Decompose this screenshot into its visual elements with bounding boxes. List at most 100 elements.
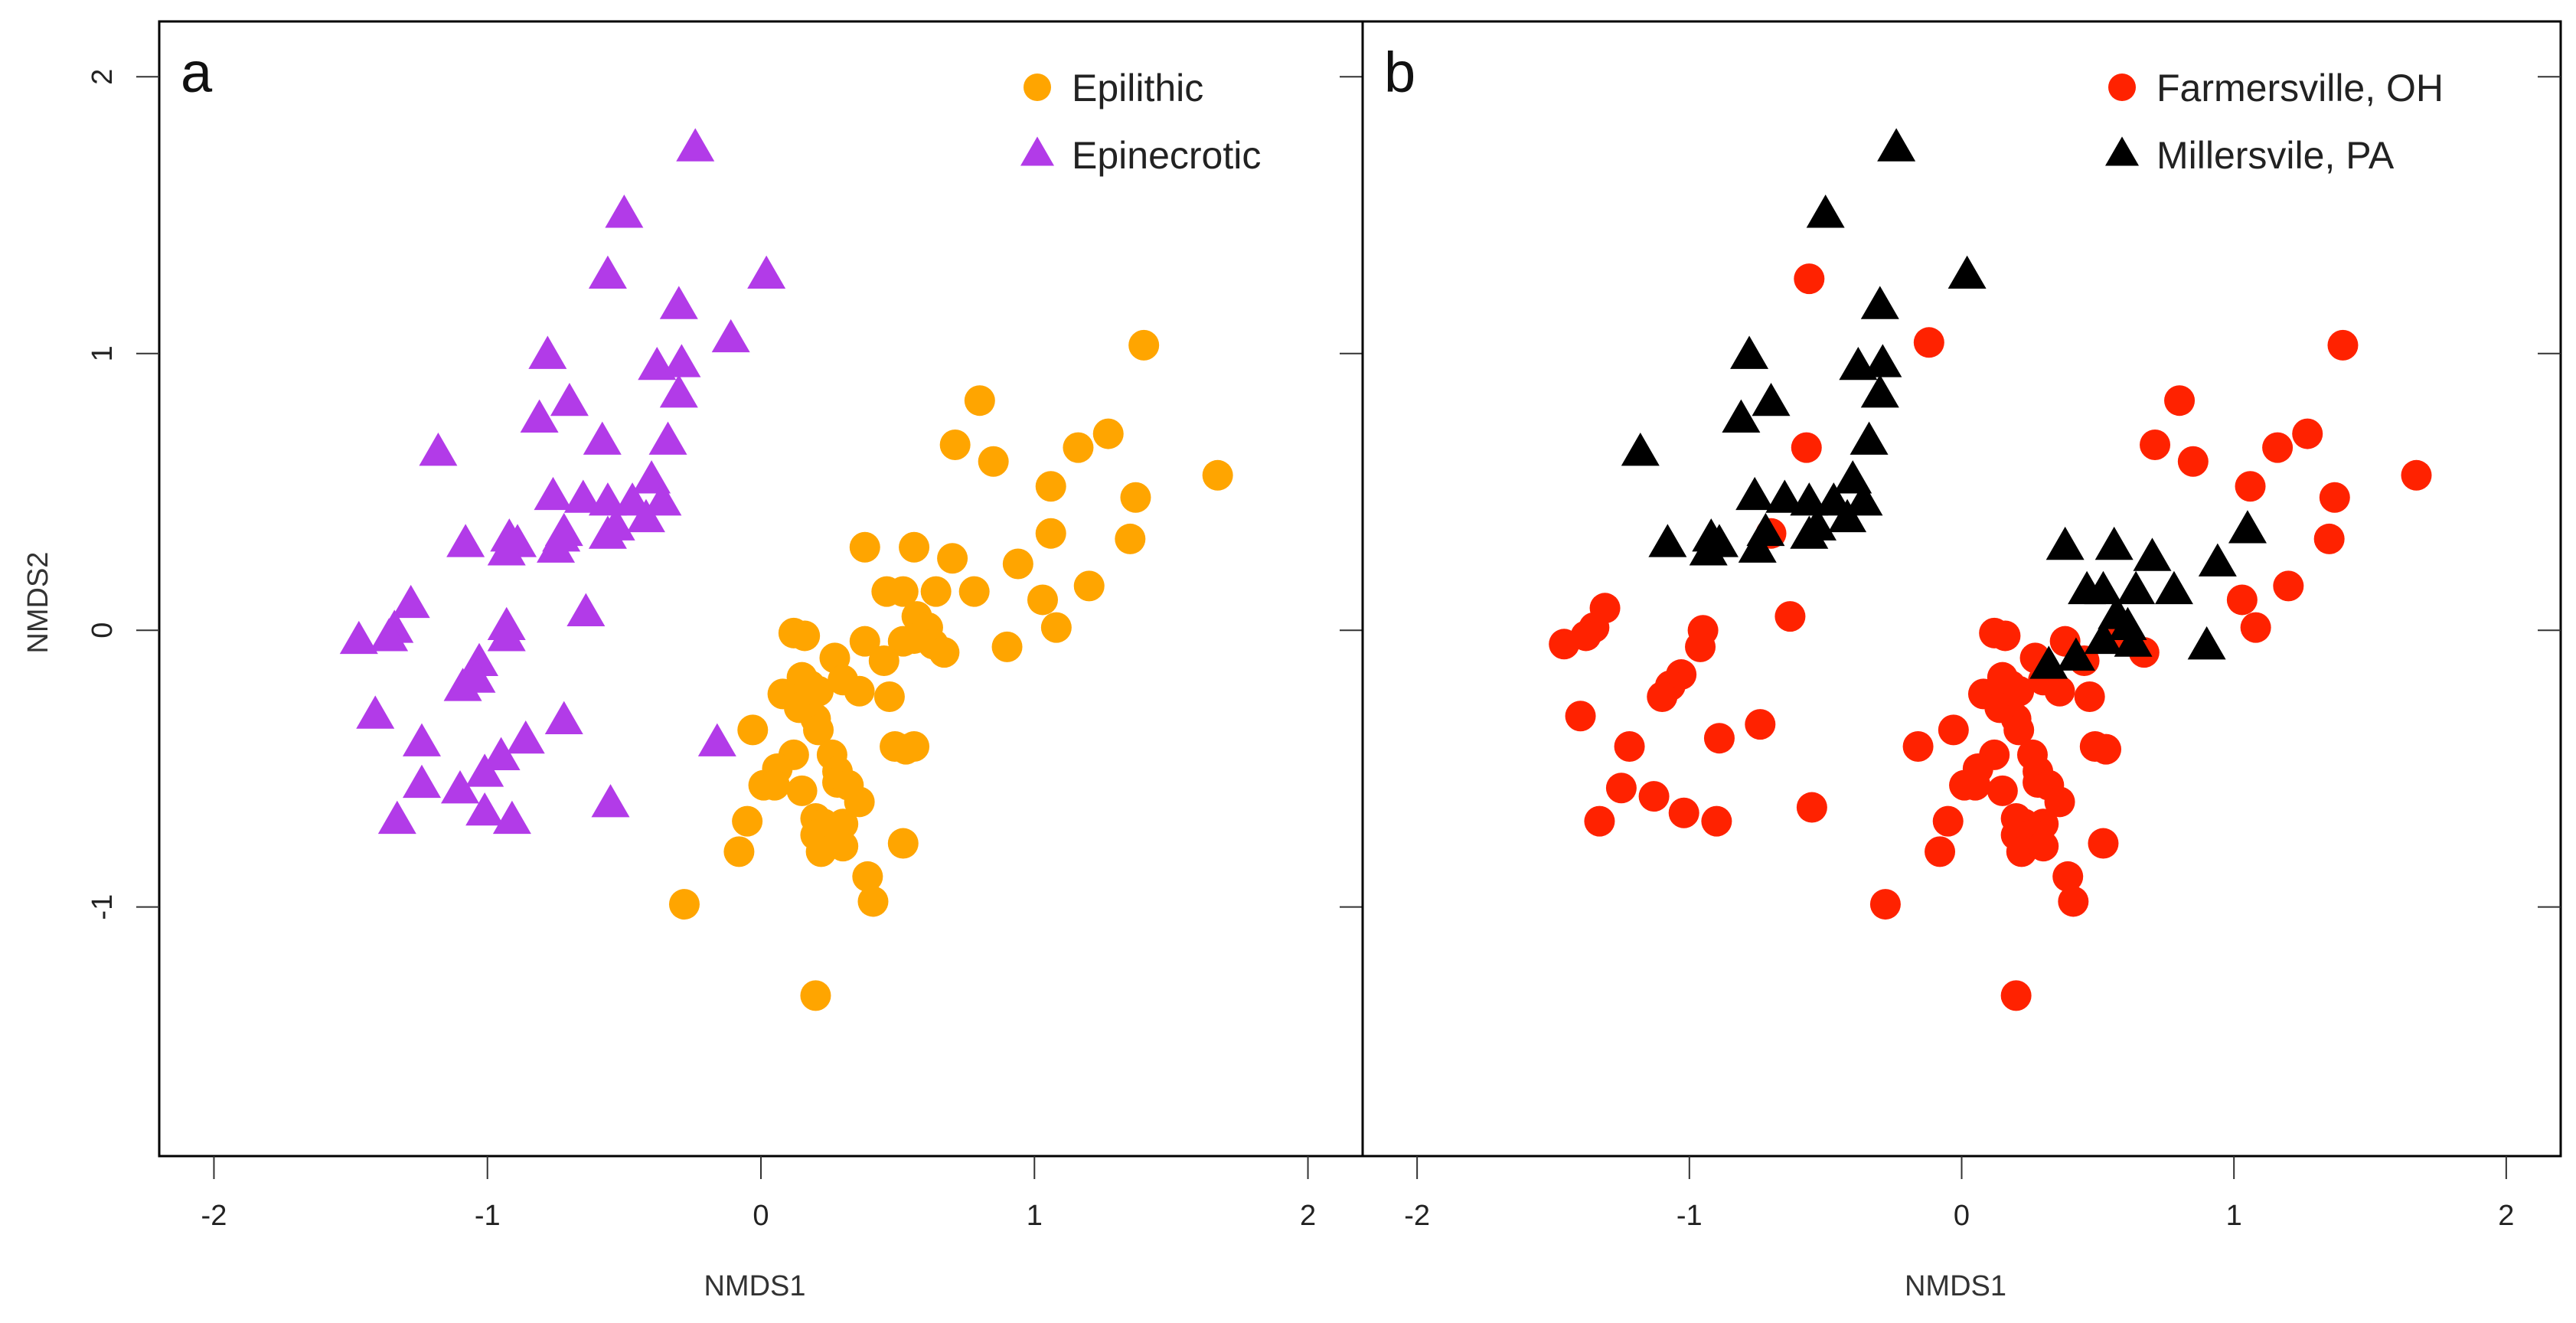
data-point <box>506 720 545 754</box>
data-point <box>2084 570 2123 605</box>
data-point <box>978 446 1009 477</box>
data-point <box>2094 526 2134 560</box>
data-point <box>487 618 526 652</box>
data-point <box>402 723 441 756</box>
data-point <box>446 524 485 557</box>
data-point <box>550 382 589 416</box>
legend-label: Epilithic <box>1072 67 1203 109</box>
data-point <box>1860 286 1899 319</box>
data-point <box>2154 570 2193 605</box>
data-point <box>1073 570 1105 602</box>
data-point <box>668 889 700 920</box>
data-point <box>1790 482 1829 516</box>
data-point <box>937 543 968 574</box>
data-point <box>643 482 682 516</box>
data-point <box>1027 584 1058 616</box>
data-point <box>2235 471 2266 502</box>
data-point <box>2133 537 2172 571</box>
data-point <box>2401 459 2432 491</box>
panel-a: -2 -1 0 1 2 -1 0 1 2 NMDS1 NMDS2 a Epilithic Epinecro… <box>22 20 1364 1302</box>
data-point <box>626 498 665 533</box>
series-epinecrotic <box>339 128 786 835</box>
data-point <box>2319 482 2350 513</box>
data-point <box>534 476 573 511</box>
data-point <box>849 531 880 563</box>
data-point <box>520 399 559 433</box>
legend-marker <box>1020 136 1054 166</box>
data-point <box>1614 731 1645 763</box>
data-point <box>2029 645 2068 679</box>
legend-label: Millersvile, PA <box>2156 134 2395 177</box>
data-point <box>377 800 416 835</box>
data-point <box>800 980 831 1011</box>
data-point <box>1913 327 1944 358</box>
data-point <box>1863 344 1902 377</box>
data-point <box>605 194 644 228</box>
data-point <box>1925 836 1956 867</box>
data-point <box>857 886 889 917</box>
data-point <box>2327 329 2359 361</box>
data-point <box>1722 399 1761 433</box>
data-point <box>868 645 899 676</box>
data-point <box>803 714 834 746</box>
x-tick-label: 1 <box>2226 1200 2242 1232</box>
data-point <box>939 430 971 461</box>
panel-label: a <box>181 41 213 104</box>
data-point <box>566 593 606 626</box>
x-tick-label: -2 <box>201 1200 227 1232</box>
data-point <box>1092 418 1124 449</box>
data-point <box>1796 792 1827 823</box>
data-point <box>419 433 458 466</box>
legend-marker <box>2108 74 2136 101</box>
legend-marker <box>1024 74 1051 101</box>
data-point <box>723 836 755 867</box>
data-point <box>1668 797 1699 828</box>
plot-frame <box>1361 20 2562 1158</box>
data-point <box>1701 805 1732 837</box>
x-axis-title: NMDS1 <box>704 1270 805 1302</box>
data-point <box>1844 482 1883 516</box>
x-axis-title: NMDS1 <box>1905 1270 2006 1302</box>
data-point <box>1063 432 1094 463</box>
data-point <box>563 479 602 513</box>
data-point <box>1549 629 1580 660</box>
data-point <box>2003 714 2035 746</box>
data-point <box>465 792 504 826</box>
y-tick-label: 2 <box>87 69 119 85</box>
data-point <box>828 831 859 862</box>
data-point <box>747 255 786 289</box>
data-point <box>737 714 769 746</box>
data-point <box>2117 570 2156 605</box>
data-point <box>958 576 990 607</box>
data-point <box>1752 382 1791 416</box>
legend: Epilithic Epinecrotic <box>1020 67 1261 177</box>
data-point <box>887 576 919 607</box>
data-point <box>588 515 627 549</box>
y-tick-label: 0 <box>87 622 119 639</box>
data-point <box>676 128 715 162</box>
data-point <box>759 769 790 801</box>
x-tick-label: -1 <box>1677 1200 1703 1232</box>
legend-label: Epinecrotic <box>1072 134 1261 177</box>
data-point <box>1689 532 1728 566</box>
data-point <box>662 344 701 377</box>
data-point <box>544 701 583 734</box>
data-point <box>732 805 763 837</box>
x-tick-label: 2 <box>1300 1200 1316 1232</box>
data-point <box>1828 498 1867 533</box>
data-point <box>2240 612 2271 643</box>
data-point <box>591 784 630 818</box>
data-point <box>2177 446 2209 477</box>
data-point <box>2091 733 2122 765</box>
data-point <box>1128 329 1160 361</box>
data-point <box>1120 482 1151 513</box>
data-point <box>899 731 930 763</box>
data-point <box>1115 523 1146 554</box>
data-point <box>339 620 378 655</box>
data-point <box>370 618 409 652</box>
x-tick-label: 0 <box>1954 1200 1970 1232</box>
legend-marker <box>2105 136 2139 166</box>
panel-b: -2 -1 0 1 2 NMDS1 b Farmersville, OH Millersvile… <box>1361 20 2562 1302</box>
data-point <box>2273 570 2304 602</box>
